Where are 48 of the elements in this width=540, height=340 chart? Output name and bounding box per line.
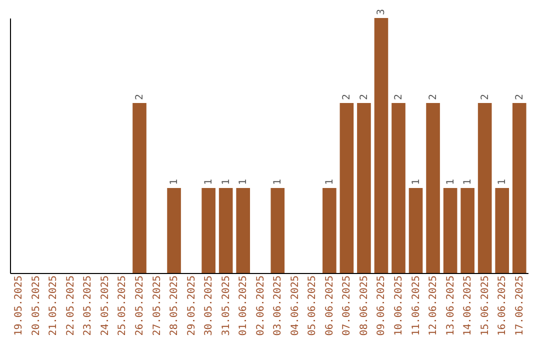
x-tick-label: 29.05.2025	[186, 276, 198, 336]
x-tick-label: 01.06.2025	[238, 276, 250, 336]
x-tick-label: 10.06.2025	[394, 276, 404, 336]
x-tick-label: 28.05.2025	[169, 276, 180, 336]
data-label: 3	[376, 8, 388, 15]
x-tick-label: 14.06.2025	[462, 276, 474, 336]
data-label: 1	[220, 178, 232, 185]
data-label: 1	[445, 178, 456, 185]
x-tick-label: 12.06.2025	[428, 276, 440, 336]
data-label: 2	[342, 94, 353, 100]
x-tick-label: 31.05.2025	[220, 276, 232, 336]
data-label: 2	[428, 94, 440, 100]
data-label: 1	[169, 178, 180, 185]
data-label: 1	[272, 178, 284, 185]
x-tick-label: 08.06.2025	[358, 276, 370, 336]
data-label: 1	[238, 178, 250, 185]
x-tick-label: 27.05.2025	[152, 276, 163, 336]
x-tick-label: 03.06.2025	[272, 276, 284, 336]
x-tick-label: 15.06.2025	[480, 276, 491, 336]
x-tick-label: 30.05.2025	[204, 276, 215, 336]
data-label: 2	[134, 94, 146, 100]
x-tick-label: 25.05.2025	[117, 276, 128, 336]
x-tick-label: 16.06.2025	[497, 276, 508, 336]
data-label: 2	[514, 94, 526, 100]
data-label: 1	[204, 178, 215, 185]
x-tick-label: 05.06.2025	[307, 276, 318, 336]
x-tick-label: 09.06.2025	[376, 276, 388, 336]
x-tick-label: 02.06.2025	[255, 276, 266, 336]
data-label: 1	[324, 178, 336, 185]
x-tick-label: 19.05.2025	[14, 276, 25, 336]
data-label: 2	[394, 94, 404, 100]
x-tick-label: 17.06.2025	[514, 276, 526, 336]
x-tick-label: 26.05.2025	[134, 276, 146, 336]
x-tick-label: 21.05.2025	[48, 276, 60, 336]
x-tick-label: 20.05.2025	[30, 276, 42, 336]
data-label: 2	[358, 94, 370, 100]
data-label: 1	[497, 178, 508, 185]
x-tick-label: 22.05.2025	[65, 276, 76, 336]
x-tick-label: 11.06.2025	[410, 276, 422, 336]
x-tick-label: 04.06.2025	[290, 276, 301, 336]
x-tick-label: 23.05.2025	[82, 276, 94, 336]
data-label: 2	[480, 94, 491, 100]
data-label: 1	[462, 178, 474, 185]
x-tick-label: 24.05.2025	[100, 276, 111, 336]
x-tick-label: 06.06.2025	[324, 276, 336, 336]
x-tick-label: 13.06.2025	[445, 276, 456, 336]
data-label: 1	[410, 178, 422, 185]
x-tick-label: 07.06.2025	[342, 276, 353, 336]
